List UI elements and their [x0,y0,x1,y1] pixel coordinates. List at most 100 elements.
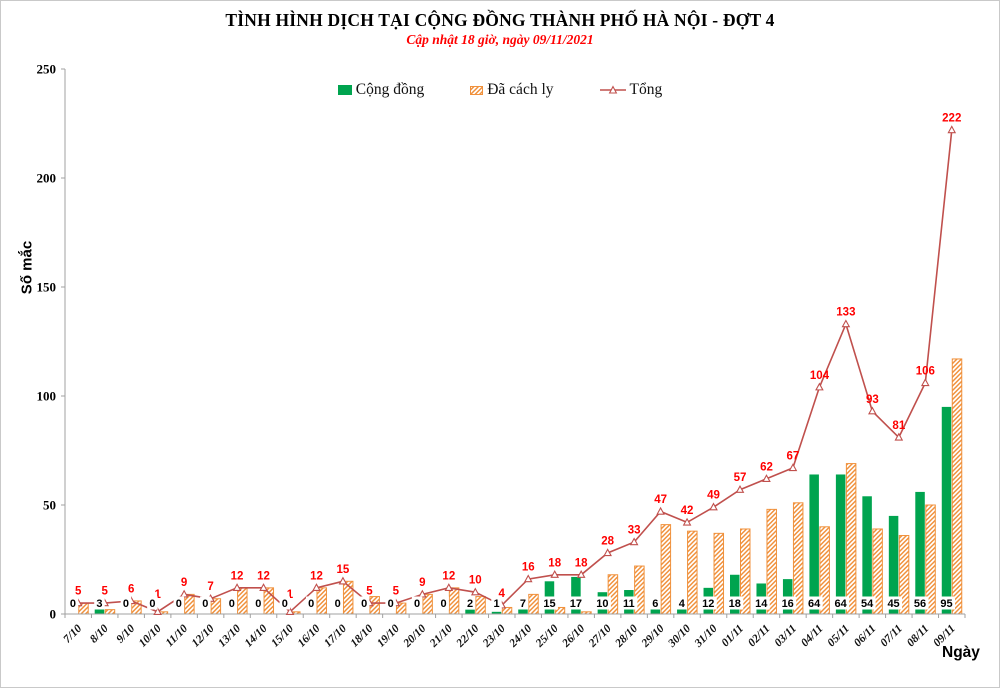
tong-value-label: 5 [393,586,400,598]
legend-item-da-cach-ly: Đã cách ly [470,81,554,99]
cong-dong-value-label: 0 [255,598,261,610]
cong-dong-label-box [517,596,529,610]
x-category-label: 05/11 [825,623,852,650]
legend: Cộng đồng Đã cách ly Tổng [1,81,999,99]
tong-marker [523,574,533,583]
cong-dong-label-box [832,596,850,610]
bar-cong-dong [94,607,105,614]
cong-dong-label-box [885,596,903,610]
x-category-label: 20/10 [401,622,429,650]
cong-dong-label-box [279,596,290,610]
x-category-label: 17/10 [322,622,349,649]
legend-swatch-cong-dong-icon [337,85,352,95]
tong-value-label: 7 [207,581,213,593]
cong-dong-label-box [911,596,929,610]
cong-dong-value-label: 56 [914,598,926,610]
legend-label-da-cach-ly: Đã cách ly [487,81,554,98]
tong-marker [259,583,268,591]
cong-dong-value-label: 0 [70,598,76,610]
cong-dong-value-label: 16 [782,598,794,610]
x-category-label: 15/10 [269,622,296,649]
tong-marker [920,378,930,387]
cong-dong-label-box [464,596,476,610]
tong-marker [735,484,745,493]
cong-dong-value-label: 54 [861,598,874,610]
y-tick-label: 200 [37,171,57,186]
tong-value-label: 47 [654,494,667,506]
cong-dong-value-label: 45 [887,598,899,610]
tong-marker [815,382,824,391]
cong-dong-label-box [650,596,661,610]
tong-marker [841,319,851,328]
bar-cong-dong [941,406,952,614]
tong-value-label: 81 [892,420,905,432]
tong-value-label: 67 [787,450,800,462]
tong-value-label: 6 [128,583,134,595]
tong-value-label: 42 [681,505,694,517]
bar-cong-dong [835,474,846,614]
bar-cong-dong [888,515,899,614]
tong-marker [709,502,718,511]
cong-dong-label-box [67,596,79,610]
cong-dong-value-label: 0 [202,598,208,610]
tong-value-label: 222 [942,113,961,125]
cong-dong-label-box [858,596,876,610]
chart-subtitle: Cập nhật 18 giờ, ngày 09/11/2021 [406,32,594,47]
cong-dong-value-label: 64 [808,598,821,610]
tong-marker [232,583,242,591]
tong-value-label: 12 [257,570,270,582]
bar-cong-dong [730,574,740,614]
cong-dong-label-box [540,596,558,610]
x-category-label: 09/11 [931,623,958,650]
tong-value-label: 18 [575,557,588,569]
cong-dong-value-label: 64 [835,598,848,610]
tong-value-label: 4 [499,588,506,600]
x-category-label: 07/11 [878,623,905,650]
tong-marker [338,576,348,585]
legend-item-tong: Tổng [599,81,662,99]
x-category-label: 18/10 [349,622,376,649]
x-category-label: 12/10 [190,622,217,649]
cong-dong-value-label: 14 [755,598,768,610]
legend-swatch-da-cach-ly-icon [470,85,484,95]
tong-value-label: 1 [154,589,161,601]
tong-marker [947,125,957,134]
tong-value-label: 18 [548,557,561,569]
tong-value-label: 33 [628,525,641,537]
tong-value-label: 5 [102,586,109,598]
tong-marker [894,432,904,441]
cong-dong-value-label: 95 [940,598,952,610]
tong-value-label: 9 [181,577,187,589]
tong-value-label: 16 [522,562,535,574]
tong-marker [550,570,560,578]
cong-dong-value-label: 0 [176,598,182,610]
cong-dong-value-label: 3 [96,598,102,610]
bar-da-cach-ly [528,593,539,615]
tong-value-label: 12 [442,570,455,582]
x-category-label: 27/10 [586,622,614,650]
cong-dong-label-box [805,596,823,610]
cong-dong-value-label: 0 [149,598,155,610]
cong-dong-label-box [752,596,770,610]
x-category-label: 26/10 [560,622,588,650]
cong-dong-value-label: 0 [414,598,420,610]
tong-marker [418,589,427,598]
x-category-label: 31/10 [692,622,720,650]
chart-title: TÌNH HÌNH DỊCH TẠI CỘNG ĐỒNG THÀNH PHỐ H… [225,10,775,30]
y-tick-label: 100 [37,389,57,404]
legend-marker-tong-icon [599,85,626,94]
x-category-label: 7/10 [61,622,84,645]
bar-da-cach-ly [845,463,857,615]
cong-dong-value-label: 15 [543,598,555,610]
tong-value-label: 93 [866,394,879,406]
cong-dong-label-box [438,596,449,610]
tong-marker [762,474,771,482]
bar-da-cach-ly [501,606,513,615]
cong-dong-value-label: 6 [652,598,658,610]
cong-dong-value-label: 10 [596,598,608,610]
tong-value-label: 5 [75,586,82,598]
cong-dong-label-box [147,596,158,610]
cong-dong-value-label: 17 [570,598,582,610]
